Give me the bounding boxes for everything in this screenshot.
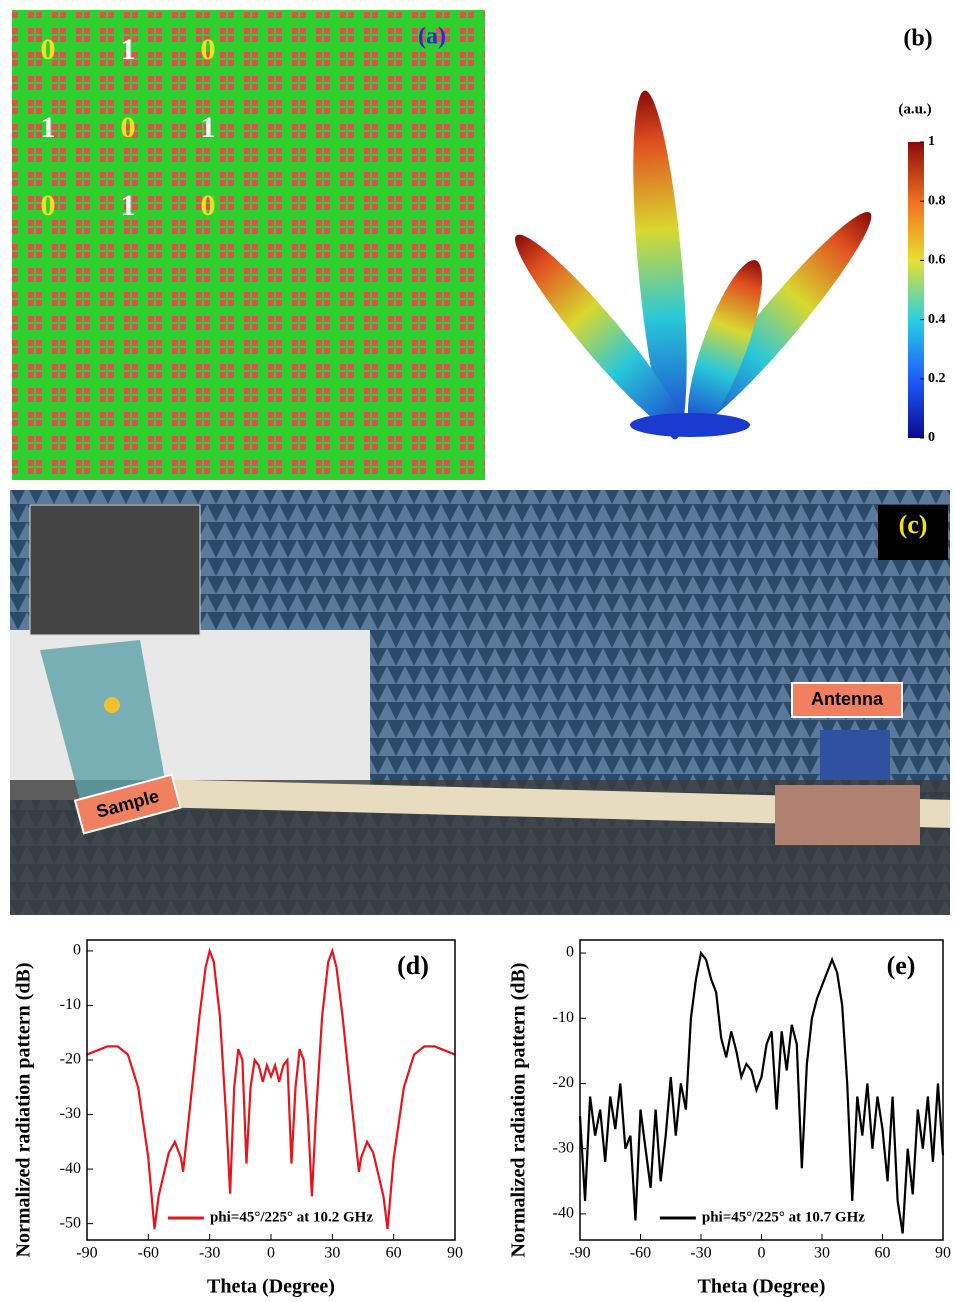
figure: (a) (b) (a.u.) (c) Antenna Sample	[0, 0, 954, 1302]
x-axis-label: Theta (Degree)	[698, 1276, 826, 1298]
colorbar-tick-label: 0.8	[928, 193, 946, 208]
x-tick-label: 60	[875, 1245, 891, 1262]
y-tick-label: -40	[553, 1205, 574, 1222]
panel-label: (d)	[397, 951, 429, 980]
y-tick-label: -20	[60, 1051, 81, 1068]
metasurface	[12, 10, 485, 480]
antenna	[820, 730, 890, 780]
legend-label: phi=45°/225° at 10.7 GHz	[702, 1209, 865, 1225]
x-tick-label: -30	[690, 1245, 711, 1262]
x-tick-label: -90	[76, 1245, 97, 1262]
colorbar-tick-label: 0	[928, 430, 935, 445]
colorbar-tick-label: 0.6	[928, 253, 946, 268]
y-tick-label: -50	[60, 1214, 81, 1231]
y-tick-label: -10	[553, 1009, 574, 1026]
colorbar	[908, 142, 924, 438]
y-axis-label: Normalized radiation pattern (dB)	[13, 963, 35, 1258]
y-tick-label: -20	[553, 1074, 574, 1091]
data-line	[87, 951, 455, 1229]
code-digit: 0	[41, 189, 56, 222]
x-tick-label: 30	[814, 1245, 830, 1262]
panel-label: (b)	[903, 26, 932, 52]
x-tick-label: -60	[630, 1245, 651, 1262]
antenna-label: Antenna	[811, 689, 884, 709]
y-tick-label: -10	[60, 996, 81, 1013]
colorbar-title: (a.u.)	[898, 101, 931, 117]
radiation-lobes	[501, 89, 885, 448]
code-digit: 0	[201, 189, 216, 222]
panel-b: (b) (a.u.)	[501, 26, 933, 448]
x-tick-label: 90	[447, 1245, 463, 1262]
legend-label: phi=45°/225° at 10.2 GHz	[210, 1209, 373, 1225]
code-digit: 1	[121, 189, 136, 222]
x-tick-label: 30	[324, 1245, 340, 1262]
y-tick-label: -30	[60, 1105, 81, 1122]
x-tick-label: -90	[569, 1245, 590, 1262]
y-tick-label: -40	[60, 1160, 81, 1177]
x-tick-label: 60	[386, 1245, 402, 1262]
y-tick-label: -30	[553, 1139, 574, 1156]
sample-inset	[30, 505, 200, 635]
code-digit: 0	[41, 33, 56, 66]
y-tick-label: 0	[73, 942, 81, 959]
code-digit: 0	[121, 111, 136, 144]
colorbar-tick-label: 1	[928, 134, 935, 149]
colorbar-tick-label: 0.4	[928, 312, 946, 327]
panel-c: (c) Antenna Sample	[10, 490, 950, 915]
panel-label: (a)	[418, 24, 446, 50]
x-axis-label: Theta (Degree)	[207, 1276, 335, 1298]
code-digit: 1	[121, 33, 136, 66]
panel-a: (a)	[12, 10, 485, 480]
y-axis-label: Normalized radiation pattern (dB)	[508, 963, 530, 1258]
y-tick-label: 0	[566, 944, 574, 961]
plot-frame	[87, 940, 455, 1240]
x-tick-label: -30	[199, 1245, 220, 1262]
x-tick-label: 90	[935, 1245, 951, 1262]
x-tick-label: -60	[138, 1245, 159, 1262]
code-digit: 1	[41, 111, 56, 144]
x-tick-label: 0	[758, 1245, 766, 1262]
x-tick-label: 0	[267, 1245, 275, 1262]
colorbar-tick-label: 0.2	[928, 371, 946, 386]
antenna-stand	[775, 785, 920, 845]
code-digit: 1	[201, 111, 216, 144]
panel-label: (c)	[899, 510, 928, 539]
beam-spot	[104, 697, 120, 713]
code-digit: 0	[201, 33, 216, 66]
panel-label: (e)	[887, 951, 916, 980]
data-line	[580, 953, 943, 1233]
